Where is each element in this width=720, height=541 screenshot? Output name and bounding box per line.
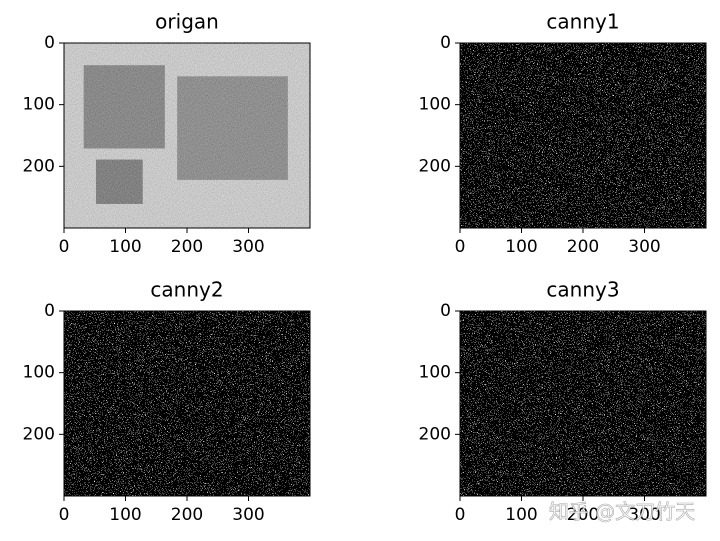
y-tick-label: 100 xyxy=(23,95,55,115)
y-tick-label: 200 xyxy=(419,424,451,444)
y-tick-label: 0 xyxy=(440,33,451,53)
y-tick-label: 0 xyxy=(440,301,451,321)
subplot-title: canny3 xyxy=(546,278,619,302)
edge-image xyxy=(64,311,310,496)
x-tick-label: 100 xyxy=(109,237,141,257)
y-tick-label: 0 xyxy=(44,301,55,321)
x-tick-label: 300 xyxy=(628,505,660,525)
x-tick-label: 200 xyxy=(171,505,203,525)
x-tick-label: 300 xyxy=(628,237,660,257)
x-tick-label: 300 xyxy=(232,237,264,257)
y-tick-label: 200 xyxy=(23,156,55,176)
x-tick-label: 200 xyxy=(171,237,203,257)
x-tick-label: 0 xyxy=(455,505,466,525)
x-tick-label: 0 xyxy=(59,237,70,257)
x-tick-label: 100 xyxy=(109,505,141,525)
y-tick-label: 100 xyxy=(23,363,55,383)
y-tick-label: 200 xyxy=(23,424,55,444)
x-tick-label: 100 xyxy=(505,505,537,525)
x-tick-label: 0 xyxy=(455,237,466,257)
watermark: 知乎 @文刀竹天 xyxy=(549,500,695,524)
edge-image xyxy=(460,43,706,228)
subplot-title: origan xyxy=(155,10,219,34)
edge-image xyxy=(460,311,706,496)
y-tick-label: 100 xyxy=(419,95,451,115)
x-tick-label: 200 xyxy=(567,237,599,257)
x-tick-label: 200 xyxy=(567,505,599,525)
y-tick-label: 0 xyxy=(44,33,55,53)
x-tick-label: 0 xyxy=(59,505,70,525)
x-tick-label: 100 xyxy=(505,237,537,257)
subplot-title: canny2 xyxy=(150,278,223,302)
subplot-title: canny1 xyxy=(546,10,619,34)
y-tick-label: 100 xyxy=(419,363,451,383)
image-noise xyxy=(64,43,310,228)
y-tick-label: 200 xyxy=(419,156,451,176)
x-tick-label: 300 xyxy=(232,505,264,525)
